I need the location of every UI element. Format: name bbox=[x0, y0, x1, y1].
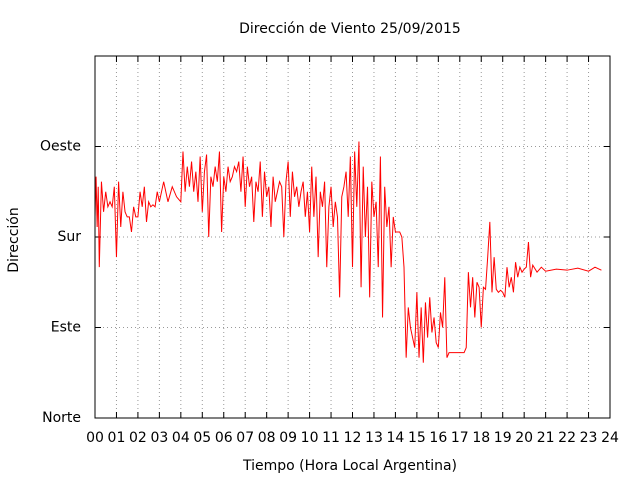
x-tick-label: 03 bbox=[150, 430, 168, 446]
x-tick-label: 06 bbox=[215, 430, 233, 446]
x-tick-label: 09 bbox=[279, 430, 297, 446]
x-tick-label: 01 bbox=[108, 430, 126, 446]
x-tick-label: 22 bbox=[558, 430, 576, 446]
x-tick-label: 23 bbox=[580, 430, 598, 446]
x-tick-label: 16 bbox=[429, 430, 447, 446]
data-line bbox=[94, 141, 602, 363]
x-tick-label: 07 bbox=[236, 430, 254, 446]
x-tick-label: 19 bbox=[494, 430, 512, 446]
y-tick-label: Este bbox=[51, 320, 81, 336]
x-tick-label: 18 bbox=[472, 430, 490, 446]
x-tick-label: 21 bbox=[537, 430, 555, 446]
x-tick-label: 04 bbox=[172, 430, 190, 446]
x-tick-label: 20 bbox=[515, 430, 533, 446]
x-tick-label: 13 bbox=[365, 430, 383, 446]
x-tick-label: 11 bbox=[322, 430, 340, 446]
x-tick-label: 17 bbox=[451, 430, 469, 446]
x-tick-label: 14 bbox=[387, 430, 405, 446]
y-tick-label: Norte bbox=[42, 410, 81, 426]
x-tick-label: 12 bbox=[344, 430, 362, 446]
y-tick-label: Oeste bbox=[40, 139, 81, 155]
y-axis-label: Dirección bbox=[6, 207, 22, 272]
x-tick-label: 00 bbox=[86, 430, 104, 446]
x-tick-label: 05 bbox=[193, 430, 211, 446]
x-tick-label: 24 bbox=[601, 430, 619, 446]
x-tick-label: 02 bbox=[129, 430, 147, 446]
chart-title: Dirección de Viento 25/09/2015 bbox=[239, 21, 461, 37]
x-tick-label: 10 bbox=[301, 430, 319, 446]
x-tick-label: 15 bbox=[408, 430, 426, 446]
x-tick-label: 08 bbox=[258, 430, 276, 446]
y-tick-label: Sur bbox=[57, 229, 81, 245]
x-axis-label: Tiempo (Hora Local Argentina) bbox=[242, 458, 457, 474]
plot-border bbox=[94, 55, 611, 419]
